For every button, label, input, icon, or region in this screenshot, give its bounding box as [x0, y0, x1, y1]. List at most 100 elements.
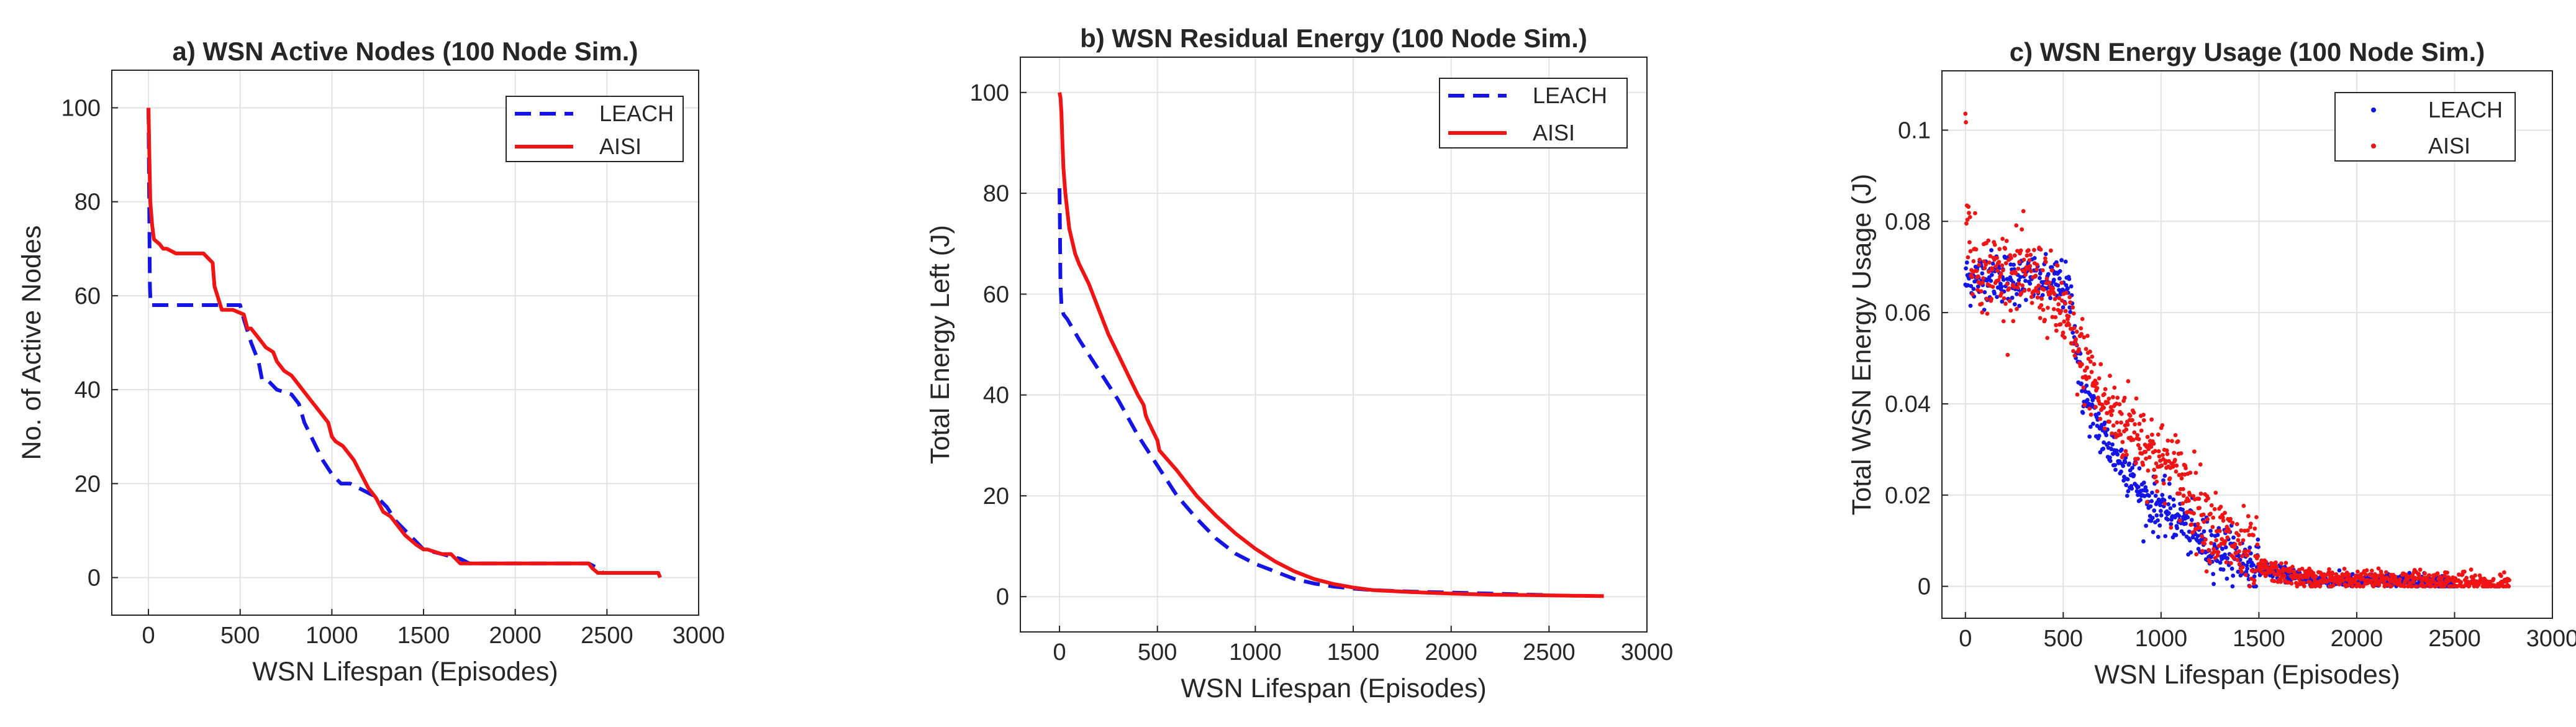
chart-title: c) WSN Energy Usage (100 Node Sim.)	[2010, 37, 2485, 66]
data-point	[2178, 518, 2182, 523]
x-axis-label: WSN Lifespan (Episodes)	[2094, 660, 2400, 690]
data-point	[2082, 335, 2087, 340]
data-layer	[1058, 92, 1604, 598]
data-point	[2112, 385, 2117, 390]
data-point	[2095, 423, 2100, 428]
data-point	[2003, 261, 2008, 265]
data-point	[2049, 268, 2054, 273]
data-point	[2432, 580, 2437, 584]
data-point	[2259, 558, 2264, 563]
data-point	[2165, 452, 2170, 456]
data-point	[2097, 376, 2102, 381]
data-point	[1964, 266, 1969, 271]
x-tick-label: 2000	[1425, 639, 1477, 665]
data-point	[2079, 381, 2084, 386]
data-point	[2135, 432, 2140, 437]
data-point	[2012, 302, 2017, 307]
data-point	[1986, 238, 1991, 243]
data-point	[2001, 319, 2006, 324]
data-point	[2016, 278, 2021, 283]
data-point	[2235, 557, 2240, 562]
data-point	[1990, 273, 1994, 277]
data-point	[2001, 268, 2005, 273]
data-point	[2008, 262, 2013, 267]
legend: LEACH AISI	[2334, 92, 2516, 162]
y-tick-label: 0	[996, 584, 1009, 610]
data-point	[2074, 342, 2079, 347]
legend: LEACH AISI	[506, 96, 684, 162]
data-point	[2115, 395, 2120, 400]
data-point	[2205, 517, 2210, 522]
data-point	[2238, 573, 2243, 578]
data-point	[2181, 493, 2186, 498]
data-point	[2144, 523, 2149, 528]
data-point	[1982, 290, 1987, 295]
data-point	[2166, 517, 2170, 522]
data-point	[2405, 577, 2410, 582]
data-point	[2252, 574, 2257, 578]
data-point	[2045, 336, 2050, 341]
data-point	[2080, 317, 2085, 321]
data-point	[2229, 566, 2234, 571]
data-point	[2243, 528, 2247, 533]
data-point	[1964, 221, 1969, 226]
data-point	[2236, 533, 2241, 537]
plot-area	[1020, 57, 1647, 632]
data-point	[2153, 449, 2157, 454]
data-point	[2147, 493, 2151, 498]
data-point	[2059, 309, 2064, 313]
data-point	[2063, 309, 2068, 314]
data-point	[2246, 528, 2250, 533]
data-point	[2084, 347, 2088, 351]
data-point	[2043, 252, 2048, 257]
data-point	[1971, 286, 1976, 291]
data-point	[2088, 349, 2092, 354]
data-point	[2002, 296, 2007, 301]
data-point	[2057, 276, 2062, 281]
data-point	[2274, 560, 2278, 565]
data-point	[2192, 449, 2197, 454]
data-point	[2277, 572, 2282, 577]
data-point	[2221, 567, 2226, 572]
data-point	[2007, 299, 2012, 303]
y-tick-label: 40	[983, 383, 1009, 409]
chart-a: 0 500 1000 1500 2000 2500 3000 0 20 40 60 80 100 a) W…	[17, 37, 725, 687]
data-point	[2141, 539, 2146, 544]
data-point	[2119, 447, 2124, 452]
data-point	[2185, 515, 2190, 519]
data-point	[2044, 277, 2049, 281]
data-point	[2129, 487, 2134, 491]
data-point	[2208, 560, 2213, 565]
data-point	[2001, 277, 2006, 282]
data-point	[2156, 534, 2161, 539]
data-point	[2021, 209, 2026, 214]
data-point	[2167, 482, 2172, 486]
data-point	[2209, 541, 2213, 546]
data-point	[2007, 286, 2011, 291]
data-point	[2032, 256, 2037, 260]
data-point	[2197, 506, 2202, 510]
data-point	[2079, 332, 2084, 336]
data-point	[2162, 498, 2167, 503]
data-point	[2072, 326, 2077, 331]
data-point	[2236, 537, 2241, 542]
data-point	[2252, 526, 2257, 531]
data-point	[2144, 488, 2149, 493]
data-point	[2141, 418, 2146, 423]
data-point	[2190, 530, 2195, 535]
data-point	[2143, 485, 2148, 490]
data-point	[2251, 563, 2256, 567]
data-point	[2079, 326, 2084, 331]
data-point	[2161, 478, 2166, 483]
x-tick-label: 2500	[2428, 626, 2481, 652]
y-axis-label: Total Energy Left (J)	[925, 225, 955, 464]
data-point	[2245, 553, 2250, 558]
data-point	[2208, 511, 2213, 516]
data-point	[2372, 572, 2377, 577]
data-point	[2473, 573, 2478, 578]
data-point	[2439, 576, 2444, 581]
data-point	[2220, 537, 2225, 542]
data-point	[2154, 461, 2159, 466]
data-point	[2202, 541, 2207, 546]
data-point	[2125, 493, 2129, 498]
